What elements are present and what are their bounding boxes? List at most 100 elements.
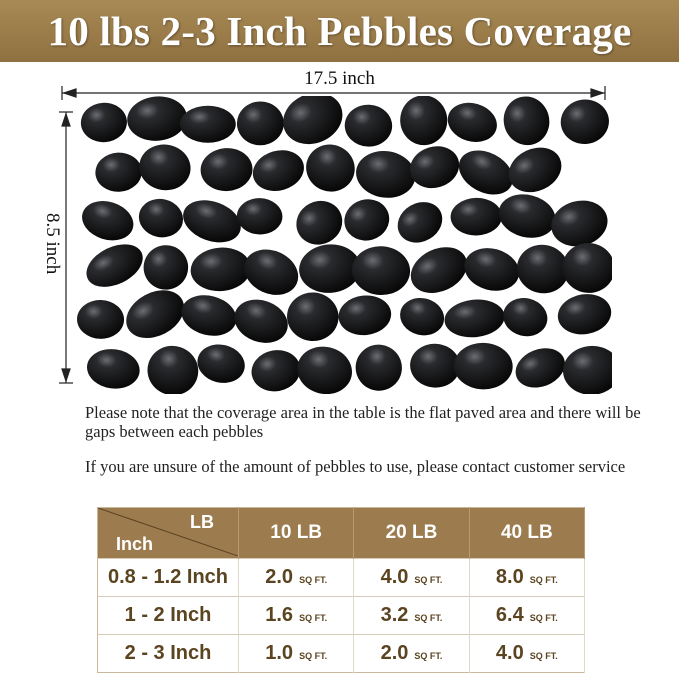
pebble [516,244,569,294]
pebble [562,242,612,293]
pebble [86,349,140,389]
coverage-cell: 4.0 SQ FT. [469,634,586,673]
pebble [77,300,125,339]
unit-label: SQ FT. [529,651,558,661]
pebble [147,345,199,394]
pebble [515,348,565,388]
column-header: 40 LB [469,507,586,559]
page-title: 10 lbs 2-3 Inch Pebbles Coverage [47,8,632,54]
column-header: 10 LB [238,507,355,559]
unit-label: SQ FT. [529,575,558,585]
pebble [508,147,562,193]
size-cell: 0.8 - 1.2 Inch [97,558,239,597]
pebble [453,342,513,390]
table-row: 1 - 2 Inch 1.6 SQ FT. 3.2 SQ FT. 6.4 SQ FT. [97,596,586,635]
pebble [126,290,185,339]
table-row: 2 - 3 Inch 1.0 SQ FT. 2.0 SQ FT. 4.0 SQ FT. [97,634,586,673]
pebble [450,197,502,236]
pebble [400,297,445,336]
pebble [563,345,612,394]
pebble [410,343,461,388]
pebble [139,144,191,191]
pebble [179,105,236,143]
coverage-note: Please note that the coverage area in th… [85,403,641,441]
pebble [234,299,288,343]
unit-label: SQ FT. [529,613,558,623]
column-header: 20 LB [353,507,470,559]
pebble [400,96,448,146]
pebble [397,202,443,243]
coverage-cell: 2.0 SQ FT. [353,634,470,673]
pebble [283,96,343,145]
contact-note: If you are unsure of the amount of pebbl… [85,457,626,476]
pebble [344,199,390,241]
pebble [143,245,189,290]
coverage-value: 6.4 [495,604,524,626]
size-cell: 1 - 2 Inch [97,596,239,635]
pebble [190,247,251,292]
pebble [296,200,343,245]
height-label: 8.5 inch [42,213,63,275]
pebble [181,295,237,336]
pebbles-photo [77,96,612,394]
pebble [458,150,513,195]
pebble [244,249,299,295]
pebble [447,102,497,142]
pebble [355,344,402,391]
dimension-arrows [59,86,606,384]
pebble [200,148,253,192]
title-banner: 10 lbs 2-3 Inch Pebbles Coverage [0,0,679,62]
pebble [138,198,184,238]
pebble [236,198,283,235]
unit-label: SQ FT. [414,651,443,661]
pebble [86,244,143,287]
width-label: 17.5 inch [304,68,375,89]
pebble [503,96,550,146]
coverage-value: 3.2 [380,604,409,626]
coverage-value: 1.6 [265,604,294,626]
table-row: 0.8 - 1.2 Inch 2.0 SQ FT. 4.0 SQ FT. 8.0 SQ FT… [97,558,586,597]
pebble [464,248,520,291]
unit-label: SQ FT. [299,575,328,585]
pebble [236,101,284,146]
pebble [560,99,609,145]
pebble [82,201,134,241]
pebble [252,150,304,191]
pebble [551,200,608,247]
coverage-cell: 3.2 SQ FT. [353,596,470,635]
pebble [410,247,468,293]
coverage-cell: 1.0 SQ FT. [238,634,355,673]
coverage-cell: 1.6 SQ FT. [238,596,355,635]
coverage-cell: 6.4 SQ FT. [469,596,586,635]
pebble [557,294,612,335]
pebble [338,295,392,336]
pebble [197,344,245,383]
coverage-table: LB Inch 10 LB 20 LB 40 LB 0.8 - 1.2 Inch… [97,507,586,673]
coverage-value: 1.0 [265,642,294,664]
pebble [287,292,339,342]
pebble [409,146,460,189]
coverage-cell: 4.0 SQ FT. [353,558,470,597]
unit-label: SQ FT. [299,651,328,661]
size-cell: 2 - 3 Inch [97,634,239,673]
pebble [306,144,355,192]
coverage-value: 4.0 [495,642,524,664]
coverage-value: 4.0 [380,566,409,588]
pebble [95,152,142,192]
pebble [297,346,352,394]
pebble [503,298,548,337]
corner-header: LB Inch [97,507,239,559]
pebble [80,102,127,143]
pebble [251,350,301,392]
coverage-value: 8.0 [495,566,524,588]
unit-label: SQ FT. [299,613,328,623]
pebble [351,246,411,296]
coverage-cell: 2.0 SQ FT. [238,558,355,597]
coverage-value: 2.0 [265,566,294,588]
pebble [444,299,505,338]
pebble [356,151,416,198]
pebble [344,104,393,147]
unit-label: SQ FT. [414,575,443,585]
coverage-cell: 8.0 SQ FT. [469,558,586,597]
pebble [299,244,361,293]
